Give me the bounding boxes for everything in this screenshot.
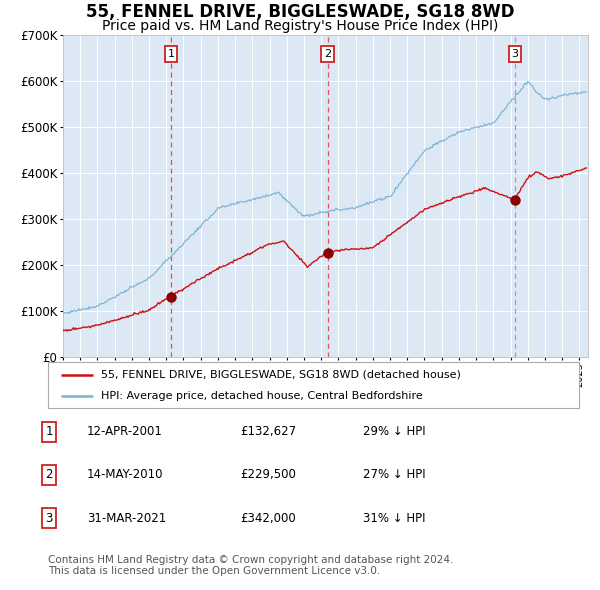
Text: 14-MAY-2010: 14-MAY-2010 (87, 468, 163, 481)
Text: £132,627: £132,627 (240, 425, 296, 438)
Text: 27% ↓ HPI: 27% ↓ HPI (363, 468, 425, 481)
Text: £229,500: £229,500 (240, 468, 296, 481)
Text: 31% ↓ HPI: 31% ↓ HPI (363, 512, 425, 525)
Text: 3: 3 (46, 512, 53, 525)
Text: 12-APR-2001: 12-APR-2001 (87, 425, 163, 438)
Text: 55, FENNEL DRIVE, BIGGLESWADE, SG18 8WD: 55, FENNEL DRIVE, BIGGLESWADE, SG18 8WD (86, 3, 514, 21)
Text: 2: 2 (324, 49, 331, 59)
Text: Contains HM Land Registry data © Crown copyright and database right 2024.
This d: Contains HM Land Registry data © Crown c… (48, 555, 454, 576)
Text: 29% ↓ HPI: 29% ↓ HPI (363, 425, 425, 438)
Text: 3: 3 (511, 49, 518, 59)
Text: Price paid vs. HM Land Registry's House Price Index (HPI): Price paid vs. HM Land Registry's House … (102, 19, 498, 33)
Text: 31-MAR-2021: 31-MAR-2021 (87, 512, 166, 525)
Text: 2: 2 (46, 468, 53, 481)
Text: £342,000: £342,000 (240, 512, 296, 525)
Text: HPI: Average price, detached house, Central Bedfordshire: HPI: Average price, detached house, Cent… (101, 391, 423, 401)
Text: 1: 1 (46, 425, 53, 438)
Text: 1: 1 (167, 49, 175, 59)
Text: 55, FENNEL DRIVE, BIGGLESWADE, SG18 8WD (detached house): 55, FENNEL DRIVE, BIGGLESWADE, SG18 8WD … (101, 370, 461, 380)
